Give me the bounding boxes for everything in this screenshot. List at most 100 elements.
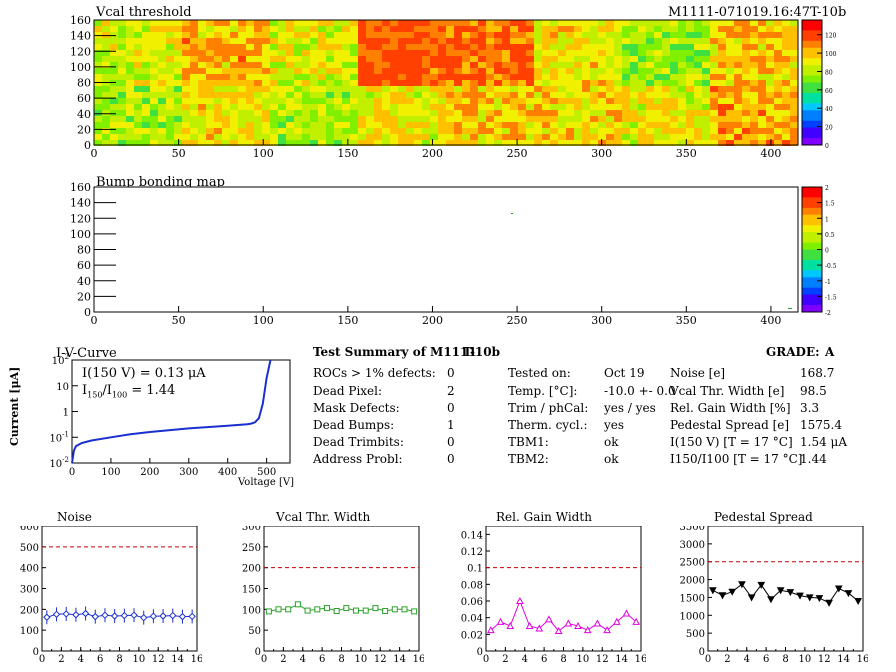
small-y-tick-label: 0.04 bbox=[461, 614, 483, 625]
map-x-tick-label: 200 bbox=[422, 147, 443, 160]
data-point bbox=[130, 611, 138, 619]
data-point bbox=[333, 608, 340, 614]
small-y-tick-label: 300 bbox=[242, 526, 261, 533]
small-chart-title: Noise bbox=[57, 510, 92, 524]
summary-right-value: 1.54 μA bbox=[800, 435, 847, 449]
summary-right-label: Noise [e] bbox=[670, 366, 726, 380]
data-point bbox=[101, 611, 109, 619]
map-y-tick-label: 140 bbox=[70, 30, 91, 43]
map-x-tick-label: 50 bbox=[172, 147, 186, 160]
map-x-tick-label: 350 bbox=[676, 314, 697, 327]
small-x-tick-label: 16 bbox=[635, 654, 646, 665]
data-point bbox=[603, 626, 611, 634]
colorbar-tick-label: 0 bbox=[825, 143, 829, 150]
data-point bbox=[796, 592, 804, 600]
map-y-tick-label: 40 bbox=[77, 108, 91, 121]
iv-y-tick-label: 102 bbox=[52, 353, 69, 367]
data-point bbox=[583, 626, 592, 634]
small-x-tick-label: 4 bbox=[300, 654, 306, 665]
small-y-tick-label: 400 bbox=[20, 564, 39, 575]
data-point bbox=[382, 608, 389, 614]
small-chart-title: Vcal Thr. Width bbox=[276, 510, 371, 524]
data-point bbox=[487, 626, 495, 634]
data-point bbox=[323, 605, 330, 612]
data-point bbox=[535, 624, 544, 632]
data-point bbox=[62, 610, 70, 618]
small-x-tick-label: 12 bbox=[152, 654, 165, 665]
map-x-tick-label: 300 bbox=[591, 147, 612, 160]
small-x-tick-label: 10 bbox=[577, 654, 590, 665]
summary-right-label: Vcal Thr. Width [e] bbox=[670, 384, 785, 398]
map-y-tick-label: 20 bbox=[77, 290, 91, 303]
summary-middle-value: Oct 19 bbox=[604, 366, 645, 380]
data-point bbox=[728, 588, 737, 596]
data-point bbox=[81, 609, 90, 618]
data-point bbox=[525, 621, 534, 629]
colorbar-tick-label: 60 bbox=[825, 88, 833, 95]
data-point bbox=[854, 598, 862, 606]
series-line bbox=[268, 603, 415, 612]
small-x-tick-label: 0 bbox=[39, 654, 45, 665]
map-x-tick-label: 400 bbox=[760, 314, 781, 327]
map-x-tick-label: 150 bbox=[337, 147, 358, 160]
small-y-tick-label: 500 bbox=[686, 629, 705, 640]
small-x-tick-label: 2 bbox=[280, 654, 286, 665]
colorbar-tick-label: -0.5 bbox=[825, 263, 837, 270]
small-x-tick-label: 16 bbox=[413, 654, 424, 665]
map-x-tick-label: 0 bbox=[91, 314, 98, 327]
series-line bbox=[712, 583, 859, 604]
small-x-tick-label: 14 bbox=[171, 654, 184, 665]
data-point bbox=[786, 589, 795, 597]
small-x-tick-label: 4 bbox=[744, 654, 750, 665]
vcal-threshold-title: Vcal threshold bbox=[96, 5, 192, 20]
iv-curve-line bbox=[71, 359, 272, 464]
vcal-threshold-map: 0 50 100 150 200 250 300 350 4000204060801001201… bbox=[70, 14, 837, 160]
small-x-tick-label: 8 bbox=[782, 654, 788, 665]
summary-middle-value: yes bbox=[604, 418, 625, 432]
data-point bbox=[622, 609, 631, 617]
data-point bbox=[285, 606, 292, 613]
series-line bbox=[46, 612, 193, 619]
map-y-tick-label: 160 bbox=[70, 14, 91, 27]
small-y-tick-label: 0 bbox=[255, 647, 261, 658]
small-y-tick-label: 200 bbox=[242, 564, 261, 575]
small-y-tick-label: 500 bbox=[20, 543, 39, 554]
small-y-tick-label: 0 bbox=[699, 647, 705, 658]
map-x-tick-label: 100 bbox=[253, 147, 274, 160]
colorbar-tick-label: 80 bbox=[825, 69, 833, 76]
small-x-tick-label: 8 bbox=[338, 654, 344, 665]
data-point bbox=[709, 587, 717, 595]
data-point bbox=[738, 581, 746, 589]
summary-test: T-10b bbox=[463, 345, 501, 359]
data-point bbox=[188, 612, 196, 621]
data-point bbox=[343, 605, 350, 612]
data-point bbox=[91, 612, 99, 621]
small-y-tick-label: 300 bbox=[20, 585, 39, 596]
summary-left-label: Dead Trimbits: bbox=[313, 435, 404, 449]
data-point bbox=[632, 617, 640, 625]
colorbar-tick-label: 1.5 bbox=[825, 201, 835, 208]
small-y-tick-label: 1000 bbox=[680, 611, 705, 622]
data-point bbox=[718, 592, 727, 600]
small-x-tick-label: 6 bbox=[541, 654, 547, 665]
data-point bbox=[275, 606, 282, 613]
map-y-tick-label: 80 bbox=[77, 244, 91, 257]
data-point bbox=[43, 613, 51, 621]
small-x-tick-label: 0 bbox=[705, 654, 711, 665]
data-point bbox=[178, 612, 187, 621]
iv-i150-label: I(150 V) = 0.13 μA bbox=[82, 366, 206, 381]
colorbar-tick-label: 0 bbox=[825, 248, 829, 255]
small-x-tick-label: 2 bbox=[724, 654, 730, 665]
map-y-tick-label: 60 bbox=[77, 92, 91, 105]
small-x-tick-label: 16 bbox=[857, 654, 868, 665]
summary-middle-label: Trim / phCal: bbox=[508, 401, 589, 415]
summary-right-value: 3.3 bbox=[800, 401, 820, 415]
data-point bbox=[815, 595, 824, 603]
iv-curve-chart: 0 100 200 300 400 500 10-2 10-1 1 10 102 bbox=[49, 353, 291, 478]
colorbar-tick-label: -1 bbox=[825, 279, 831, 286]
map-x-tick-label: 250 bbox=[507, 314, 528, 327]
iv-y-tick-label: 10-2 bbox=[49, 456, 69, 470]
module-id-label: M1111-071019.16:47T-10b bbox=[668, 5, 847, 20]
map-y-tick-label: 140 bbox=[70, 197, 91, 210]
colorbar-tick-label: 100 bbox=[825, 51, 837, 58]
